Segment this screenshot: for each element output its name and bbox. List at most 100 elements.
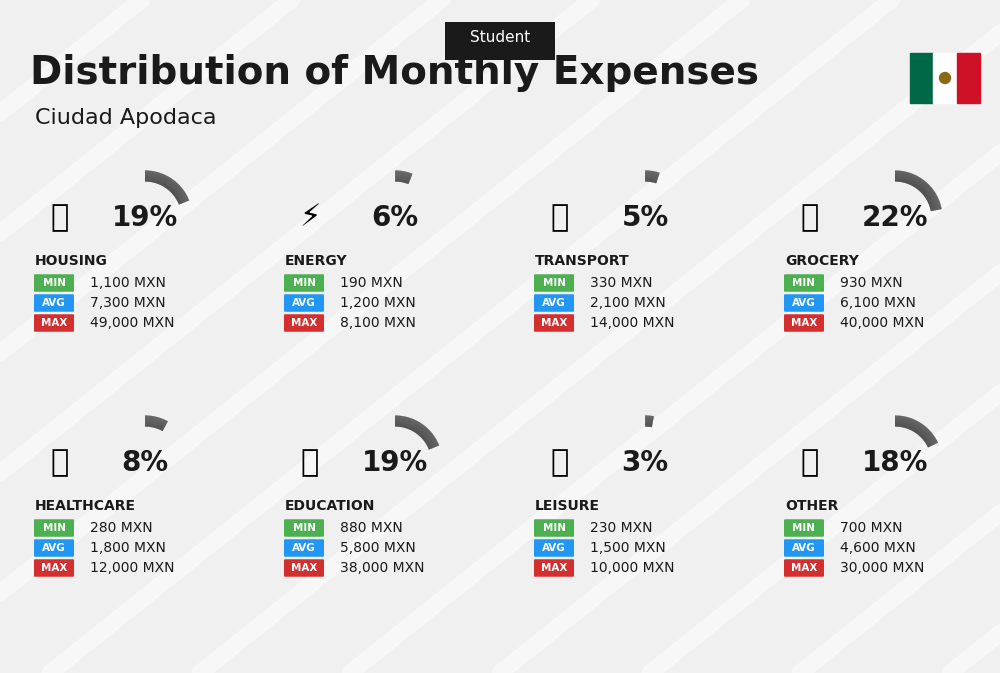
- Text: MAX: MAX: [791, 563, 817, 573]
- Text: 5%: 5%: [621, 204, 669, 232]
- Text: AVG: AVG: [292, 543, 316, 553]
- FancyBboxPatch shape: [784, 294, 824, 312]
- Bar: [933, 53, 957, 103]
- Text: ⚡: ⚡: [299, 203, 321, 232]
- Text: 40,000 MXN: 40,000 MXN: [840, 316, 924, 330]
- Text: 1,200 MXN: 1,200 MXN: [340, 296, 416, 310]
- Text: 7,300 MXN: 7,300 MXN: [90, 296, 166, 310]
- Text: GROCERY: GROCERY: [785, 254, 859, 268]
- Text: 🏢: 🏢: [51, 203, 69, 232]
- Text: 18%: 18%: [862, 449, 928, 477]
- Text: 🏥: 🏥: [51, 448, 69, 478]
- Text: MIN: MIN: [543, 523, 566, 533]
- Text: 14,000 MXN: 14,000 MXN: [590, 316, 674, 330]
- Text: 4,600 MXN: 4,600 MXN: [840, 541, 916, 555]
- FancyBboxPatch shape: [34, 275, 74, 292]
- Text: 30,000 MXN: 30,000 MXN: [840, 561, 924, 575]
- Text: Distribution of Monthly Expenses: Distribution of Monthly Expenses: [30, 54, 759, 92]
- Text: MAX: MAX: [541, 318, 567, 328]
- Text: 6,100 MXN: 6,100 MXN: [840, 296, 916, 310]
- FancyBboxPatch shape: [784, 539, 824, 557]
- Text: ENERGY: ENERGY: [285, 254, 348, 268]
- Text: AVG: AVG: [542, 298, 566, 308]
- Text: 💰: 💰: [801, 448, 819, 478]
- Text: 2,100 MXN: 2,100 MXN: [590, 296, 666, 310]
- Text: EDUCATION: EDUCATION: [285, 499, 375, 513]
- Text: 10,000 MXN: 10,000 MXN: [590, 561, 674, 575]
- Text: MAX: MAX: [41, 318, 67, 328]
- Text: Student: Student: [470, 30, 530, 46]
- Text: 19%: 19%: [362, 449, 428, 477]
- Text: MAX: MAX: [291, 318, 317, 328]
- Text: AVG: AVG: [542, 543, 566, 553]
- FancyBboxPatch shape: [34, 294, 74, 312]
- Text: 190 MXN: 190 MXN: [340, 276, 403, 290]
- Circle shape: [939, 73, 950, 83]
- Bar: [910, 53, 933, 103]
- Text: MIN: MIN: [292, 278, 316, 288]
- Text: MIN: MIN: [543, 278, 566, 288]
- FancyBboxPatch shape: [534, 559, 574, 577]
- Text: AVG: AVG: [292, 298, 316, 308]
- Text: 1,800 MXN: 1,800 MXN: [90, 541, 166, 555]
- Text: 8%: 8%: [121, 449, 169, 477]
- Text: 880 MXN: 880 MXN: [340, 521, 403, 535]
- Text: OTHER: OTHER: [785, 499, 838, 513]
- Text: 3%: 3%: [621, 449, 669, 477]
- Text: 🎓: 🎓: [301, 448, 319, 478]
- FancyBboxPatch shape: [534, 520, 574, 537]
- Text: MIN: MIN: [42, 523, 66, 533]
- Text: 700 MXN: 700 MXN: [840, 521, 902, 535]
- Text: 1,500 MXN: 1,500 MXN: [590, 541, 666, 555]
- FancyBboxPatch shape: [284, 539, 324, 557]
- Text: Ciudad Apodaca: Ciudad Apodaca: [35, 108, 216, 128]
- FancyBboxPatch shape: [445, 22, 555, 60]
- Text: AVG: AVG: [792, 298, 816, 308]
- Text: 1,100 MXN: 1,100 MXN: [90, 276, 166, 290]
- FancyBboxPatch shape: [284, 520, 324, 537]
- Text: HEALTHCARE: HEALTHCARE: [35, 499, 136, 513]
- Text: 49,000 MXN: 49,000 MXN: [90, 316, 175, 330]
- Text: 38,000 MXN: 38,000 MXN: [340, 561, 425, 575]
- Text: 330 MXN: 330 MXN: [590, 276, 652, 290]
- Bar: [957, 53, 980, 103]
- Text: AVG: AVG: [42, 543, 66, 553]
- Text: MIN: MIN: [792, 278, 815, 288]
- Text: 22%: 22%: [862, 204, 928, 232]
- Text: MIN: MIN: [792, 523, 815, 533]
- FancyBboxPatch shape: [534, 294, 574, 312]
- Text: MIN: MIN: [292, 523, 316, 533]
- FancyBboxPatch shape: [534, 275, 574, 292]
- Text: 🛍️: 🛍️: [551, 448, 569, 478]
- Text: HOUSING: HOUSING: [35, 254, 108, 268]
- FancyBboxPatch shape: [784, 314, 824, 332]
- FancyBboxPatch shape: [534, 314, 574, 332]
- FancyBboxPatch shape: [784, 520, 824, 537]
- Text: 🛒: 🛒: [801, 203, 819, 232]
- FancyBboxPatch shape: [284, 294, 324, 312]
- Text: LEISURE: LEISURE: [535, 499, 600, 513]
- Text: 12,000 MXN: 12,000 MXN: [90, 561, 175, 575]
- Text: MAX: MAX: [541, 563, 567, 573]
- FancyBboxPatch shape: [34, 559, 74, 577]
- Bar: [910, 53, 980, 103]
- Text: 🚌: 🚌: [551, 203, 569, 232]
- Text: 5,800 MXN: 5,800 MXN: [340, 541, 416, 555]
- Text: MAX: MAX: [791, 318, 817, 328]
- Text: AVG: AVG: [792, 543, 816, 553]
- Text: 280 MXN: 280 MXN: [90, 521, 153, 535]
- FancyBboxPatch shape: [534, 539, 574, 557]
- Text: MIN: MIN: [42, 278, 66, 288]
- FancyBboxPatch shape: [34, 520, 74, 537]
- FancyBboxPatch shape: [284, 314, 324, 332]
- Text: AVG: AVG: [42, 298, 66, 308]
- Text: 230 MXN: 230 MXN: [590, 521, 652, 535]
- Text: 930 MXN: 930 MXN: [840, 276, 903, 290]
- FancyBboxPatch shape: [34, 314, 74, 332]
- Text: TRANSPORT: TRANSPORT: [535, 254, 630, 268]
- Text: 19%: 19%: [112, 204, 178, 232]
- Text: 6%: 6%: [371, 204, 419, 232]
- Text: MAX: MAX: [41, 563, 67, 573]
- FancyBboxPatch shape: [34, 539, 74, 557]
- Text: 8,100 MXN: 8,100 MXN: [340, 316, 416, 330]
